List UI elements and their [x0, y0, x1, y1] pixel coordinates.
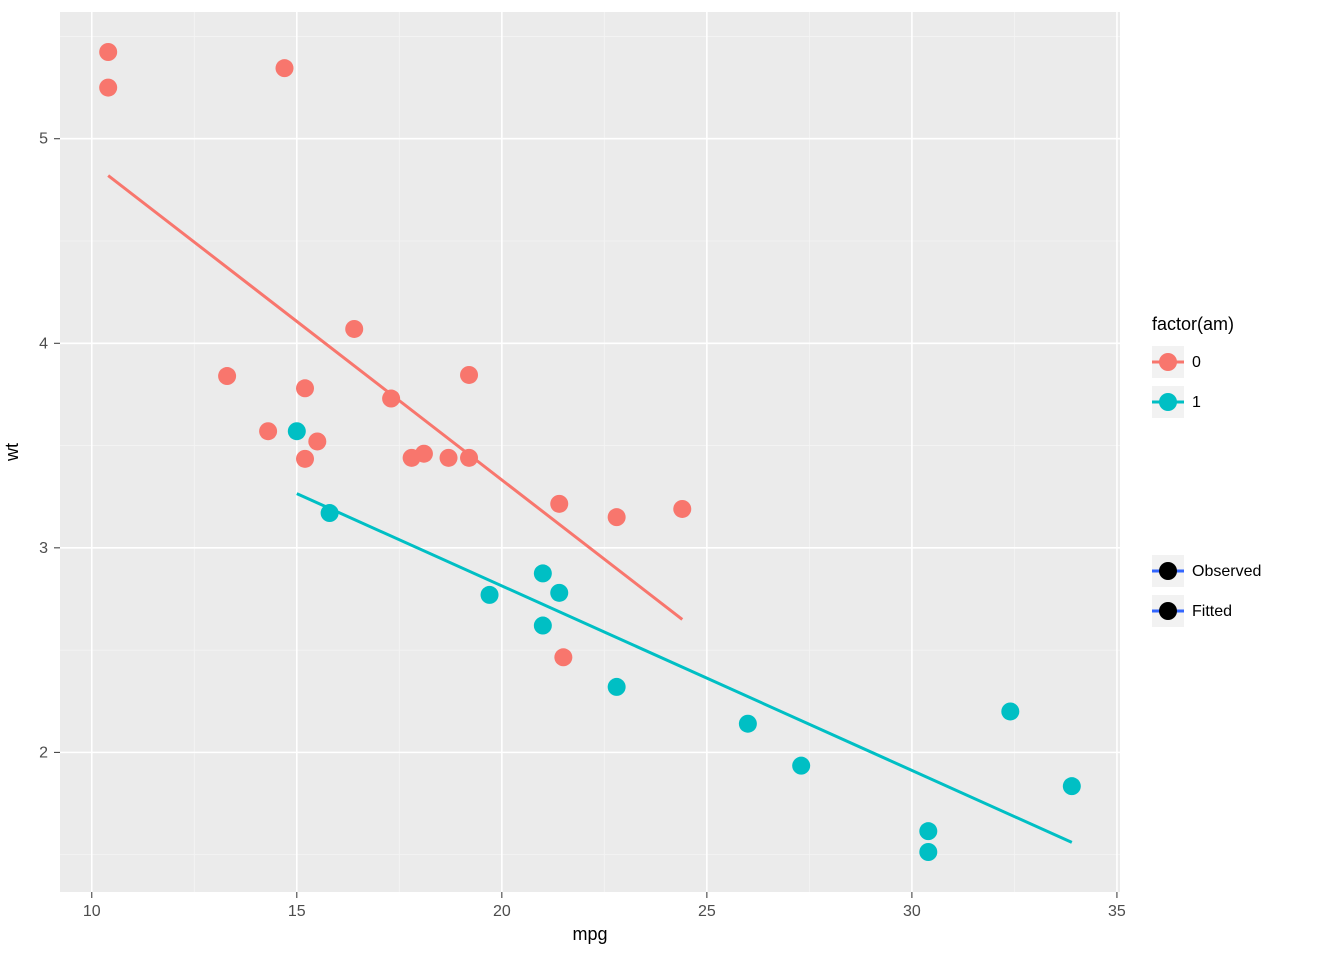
- scatter-point-1: [288, 422, 306, 440]
- scatter-point-1: [792, 757, 810, 775]
- scatter-point-1: [1063, 777, 1081, 795]
- x-tick-label: 25: [698, 903, 716, 920]
- x-tick-label: 20: [493, 903, 511, 920]
- y-axis-label: wt: [2, 443, 22, 462]
- x-axis-label: mpg: [572, 924, 607, 944]
- legend-shape-key-point: [1159, 602, 1177, 620]
- y-tick-label: 2: [39, 744, 48, 761]
- scatter-point-0: [460, 366, 478, 384]
- x-tick-label: 15: [288, 903, 306, 920]
- scatter-point-0: [296, 450, 314, 468]
- y-tick-label: 5: [39, 131, 48, 148]
- scatter-point-1: [919, 822, 937, 840]
- scatter-point-0: [554, 648, 572, 666]
- y-tick-label: 3: [39, 540, 48, 557]
- legend-shape-label: Fitted: [1192, 603, 1232, 620]
- scatter-point-0: [440, 449, 458, 467]
- legend-color-key-point: [1159, 353, 1177, 371]
- scatter-point-1: [1001, 702, 1019, 720]
- legend-color-title: factor(am): [1152, 314, 1234, 334]
- x-tick-label: 30: [903, 903, 921, 920]
- scatter-point-0: [259, 422, 277, 440]
- legend-color-key-point: [1159, 393, 1177, 411]
- scatter-point-1: [739, 715, 757, 733]
- scatter-point-0: [308, 432, 326, 450]
- scatter-point-0: [296, 379, 314, 397]
- scatter-point-1: [481, 586, 499, 604]
- chart-svg: 10 15 20 25 30 35 2 3 4 5 mpg wt factor(am) 0 1 Observe…: [0, 0, 1344, 960]
- legend-shape-key-point: [1159, 562, 1177, 580]
- scatter-point-0: [345, 320, 363, 338]
- scatter-point-1: [534, 564, 552, 582]
- scatter-point-0: [276, 59, 294, 77]
- scatter-point-0: [99, 79, 117, 97]
- x-tick-label: 10: [83, 903, 101, 920]
- scatter-point-0: [608, 508, 626, 526]
- chart-container: 10 15 20 25 30 35 2 3 4 5 mpg wt factor(am) 0 1 Observe…: [0, 0, 1344, 960]
- scatter-point-0: [99, 43, 117, 61]
- scatter-point-1: [608, 678, 626, 696]
- plot-panel: [60, 12, 1120, 892]
- scatter-point-1: [534, 617, 552, 635]
- y-tick-label: 4: [39, 335, 48, 352]
- scatter-point-0: [218, 367, 236, 385]
- scatter-point-0: [550, 495, 568, 513]
- scatter-point-1: [550, 584, 568, 602]
- legend-shape-label: Observed: [1192, 563, 1261, 580]
- scatter-point-1: [919, 843, 937, 861]
- scatter-point-0: [673, 500, 691, 518]
- x-tick-label: 35: [1108, 903, 1126, 920]
- legend-color-label: 0: [1192, 354, 1201, 371]
- scatter-point-0: [403, 449, 421, 467]
- legend-color-label: 1: [1192, 394, 1201, 411]
